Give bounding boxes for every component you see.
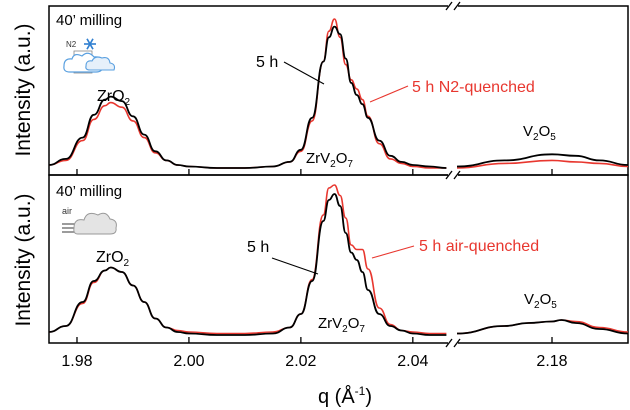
top-black-leader	[283, 61, 325, 85]
bottom-red-leader	[371, 245, 415, 259]
bottom-corner-label: 40’ milling	[56, 183, 122, 200]
x-axis: 1.98 2.00 2.02 2.04 2.18	[61, 169, 568, 370]
bottom-black-leader	[271, 257, 319, 275]
top-series-red-line-seg2	[456, 159, 629, 169]
top-panel-series	[48, 18, 629, 169]
x-tick-label-0: 1.98	[61, 353, 92, 370]
icon-air-text: air	[62, 206, 72, 216]
top-series-black-line-seg1	[48, 25, 447, 169]
icon-n2-text: N2	[66, 40, 77, 49]
bottom-red-series-label: 5 h air-quenched	[419, 238, 539, 255]
nitrogen-snowflake-cloud-icon: N2	[63, 38, 116, 74]
bottom-series-black-line-seg1	[48, 193, 447, 336]
air-cloud-icon: air	[62, 206, 117, 235]
bottom-panel-series	[48, 184, 629, 336]
top-zrv2o7-label: ZrV2O7	[306, 150, 353, 170]
bottom-zrv2o7-label: ZrV2O7	[318, 315, 365, 335]
top-zro2-label: ZrO2	[97, 88, 131, 108]
top-v2o5-label: V2O5	[523, 123, 556, 143]
y-axis-label-bottom: Intensity (a.u.)	[12, 193, 35, 326]
axis-break	[445, 1, 461, 348]
bottom-panel-frame	[48, 174, 629, 344]
bottom-v2o5-label: V2O5	[524, 291, 557, 311]
top-series-black-line-seg2	[456, 153, 629, 168]
bottom-series-black-line-seg2	[456, 319, 629, 335]
top-corner-label: 40’ milling	[56, 12, 122, 29]
panel-frames	[48, 5, 629, 344]
x-tick-label-1: 2.00	[173, 353, 204, 370]
x-axis-title: q (Å-1)	[318, 384, 372, 408]
snowflake-glyph	[84, 38, 96, 50]
top-red-leader	[369, 85, 409, 103]
x-tick-label-3: 2.04	[397, 353, 428, 370]
bottom-black-series-label: 5 h	[247, 239, 269, 256]
bottom-zro2-label: ZrO2	[96, 249, 130, 269]
x-tick-label-4: 2.18	[536, 353, 567, 370]
x-tick-label-2: 2.02	[285, 353, 316, 370]
top-red-series-label: 5 h N2-quenched	[412, 79, 535, 96]
y-axis-label-top: Intensity (a.u.)	[12, 23, 35, 156]
top-black-series-label: 5 h	[256, 54, 278, 71]
